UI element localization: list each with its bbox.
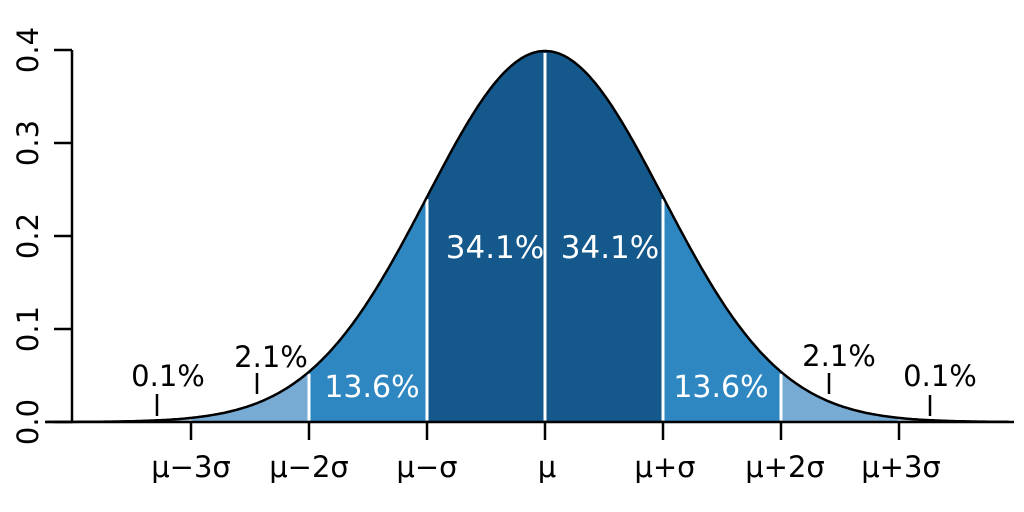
area-label-left-2.1-percent: 2.1% [234,340,308,374]
y-tick-label-0.3: 0.3 [11,120,45,166]
x-tick-label-mu: μ [538,450,556,484]
density-region-1 [191,371,309,422]
x-tick-label-mu-minus-2sigma: μ−2σ [269,450,349,484]
sigma-separator-lines [189,53,901,421]
area-label-left-13.6-percent: 13.6% [324,370,419,405]
y-tick-label-0.0: 0.0 [11,399,45,445]
y-tick-label-0.1: 0.1 [11,306,45,352]
x-tick-label-mu-minus-sigma: μ−σ [396,450,457,484]
axes [45,48,1014,440]
density-region-6 [781,371,899,422]
area-label-right-34.1-percent: 34.1% [561,230,659,266]
area-label-right-0.1-percent: 0.1% [903,359,977,393]
x-tick-label-mu-minus-3sigma: μ−3σ [151,450,231,484]
area-label-left-34.1-percent: 34.1% [446,230,544,266]
bell-curve-stroke [45,49,1009,424]
bell-curve [45,49,1009,424]
y-tick-label-0.4: 0.4 [11,27,45,73]
x-tick-label-mu-plus-sigma: μ+σ [634,450,695,484]
area-label-right-2.1-percent: 2.1% [802,339,876,373]
area-label-right-13.6-percent: 13.6% [673,370,768,405]
x-tick-label-mu-plus-2sigma: μ+2σ [745,450,825,484]
x-tick-label-mu-plus-3sigma: μ+3σ [861,450,941,484]
area-label-left-0.1-percent: 0.1% [131,359,205,393]
y-tick-label-0.2: 0.2 [11,213,45,259]
